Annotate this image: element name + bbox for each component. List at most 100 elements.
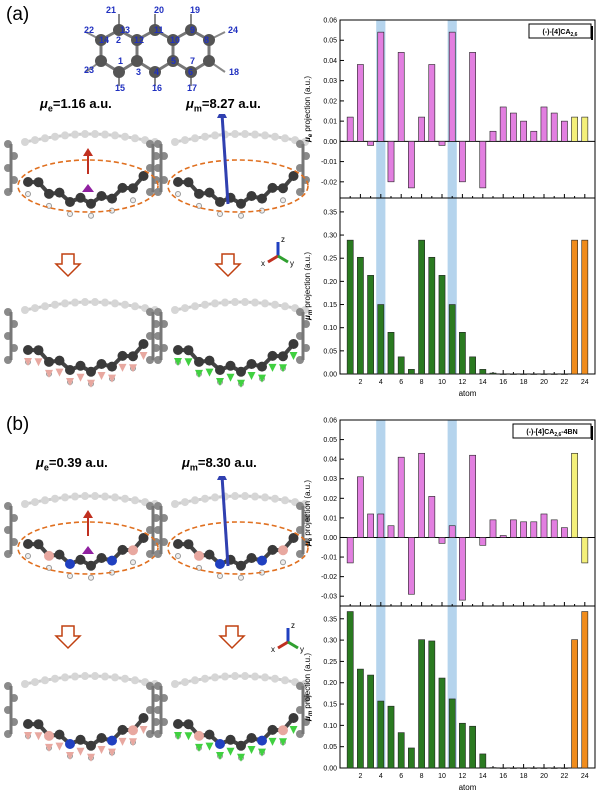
back-atom — [91, 298, 99, 307]
front-atom — [288, 713, 299, 723]
back-atom — [201, 494, 209, 503]
carbon-atom — [113, 24, 125, 36]
back-atom — [221, 298, 229, 307]
front-atom — [267, 350, 278, 361]
axis-y — [277, 254, 289, 264]
back-atom — [81, 130, 89, 139]
bar — [418, 452, 425, 538]
bar — [520, 767, 527, 769]
bar — [459, 722, 466, 769]
front-atom — [107, 361, 117, 372]
y-tick-label: 0.00 — [323, 372, 337, 379]
back-atom — [21, 138, 29, 146]
atom-number: 11 — [154, 25, 164, 35]
bar — [581, 537, 589, 564]
bar — [459, 537, 466, 601]
bar — [448, 31, 456, 142]
back-atom — [211, 493, 219, 502]
y-tick-label: 0.35 — [323, 209, 337, 216]
bar — [448, 304, 456, 375]
y-tick-label: 0.06 — [323, 18, 337, 25]
front-atom — [138, 339, 149, 349]
back-atom — [181, 498, 189, 507]
atom-number: 10 — [170, 35, 180, 45]
front-atom — [44, 188, 54, 199]
bar — [510, 373, 517, 375]
atom-number: 23 — [84, 65, 94, 75]
bar — [489, 130, 497, 142]
bar — [377, 31, 385, 142]
highlight-band — [447, 606, 457, 768]
bar — [571, 452, 578, 538]
front-atom — [128, 183, 138, 194]
back-atom — [181, 678, 189, 687]
back-atom — [31, 678, 39, 687]
front-atom — [278, 545, 288, 556]
axis-x-label: x — [261, 259, 265, 268]
front-atom — [117, 350, 128, 361]
front-atom — [54, 187, 65, 198]
front-atom — [128, 351, 138, 362]
projection-vector — [268, 737, 277, 746]
y-tick-label: 0.01 — [323, 119, 337, 126]
bar — [571, 239, 578, 375]
mol-b-mu-e-proj — [4, 672, 160, 762]
back-atom — [251, 492, 259, 501]
x-tick-label: 24 — [581, 379, 589, 386]
hydrogen-atom — [130, 559, 136, 566]
x-tick-label: 4 — [379, 379, 383, 386]
front-atom — [173, 177, 183, 187]
back-atom — [241, 130, 249, 139]
back-atom — [281, 676, 289, 685]
projection-vector — [118, 363, 127, 372]
highlight-ellipse — [167, 159, 309, 213]
back-atom — [61, 673, 69, 682]
axis-z-label: z — [281, 235, 285, 244]
mol-b-mu-m-proj — [154, 672, 310, 762]
projection-vector — [66, 378, 74, 387]
projection-vector — [247, 372, 256, 381]
carbon-atom — [95, 55, 107, 67]
mu-e-projection — [82, 546, 94, 554]
x-tick-label: 20 — [540, 379, 548, 386]
front-atom — [215, 559, 225, 570]
back-atom — [241, 672, 249, 681]
front-atom — [194, 188, 204, 199]
bar — [571, 639, 578, 769]
carbon-atom — [95, 34, 107, 46]
back-atom — [201, 674, 209, 683]
back-atom — [121, 494, 129, 503]
highlight-band — [447, 198, 457, 374]
bar — [438, 677, 446, 769]
hydrogen-atom — [25, 191, 31, 197]
mu-m-arrowhead — [217, 114, 227, 118]
bar — [428, 256, 436, 375]
down-arrow-b1 — [54, 625, 82, 650]
projection-vector — [45, 369, 53, 378]
chart-panel-a: -0.02 -0.01 0.00 0.01 0.02 0.03 0.04 0.05 0.06 μe… — [303, 18, 596, 398]
chart-title-box: (-)-[4]CA2,6-4BN — [512, 423, 593, 440]
front-atom — [204, 729, 215, 740]
projection-vector — [216, 378, 224, 387]
back-atom — [191, 134, 199, 143]
projection-vector — [205, 368, 214, 377]
front-atom — [278, 725, 288, 736]
bar — [428, 640, 436, 769]
back-atom — [121, 674, 129, 683]
y-tick-label: 0.01 — [323, 515, 337, 522]
bar — [550, 519, 558, 538]
highlight-ellipse — [17, 521, 159, 575]
hydrogen-atom — [280, 559, 286, 566]
back-atom — [121, 300, 129, 309]
hydrogen-atom — [217, 573, 223, 580]
x-axis-label: atom — [459, 783, 477, 792]
x-tick-label: 8 — [420, 773, 424, 780]
back-atom — [51, 674, 59, 683]
atom-number: 5 — [171, 56, 176, 66]
axis-x-label: x — [271, 645, 275, 654]
x-tick-label: 6 — [399, 773, 403, 780]
front-atom — [96, 359, 107, 370]
projection-vector — [279, 738, 287, 747]
front-atom — [86, 740, 96, 751]
projection-vector — [24, 732, 32, 740]
